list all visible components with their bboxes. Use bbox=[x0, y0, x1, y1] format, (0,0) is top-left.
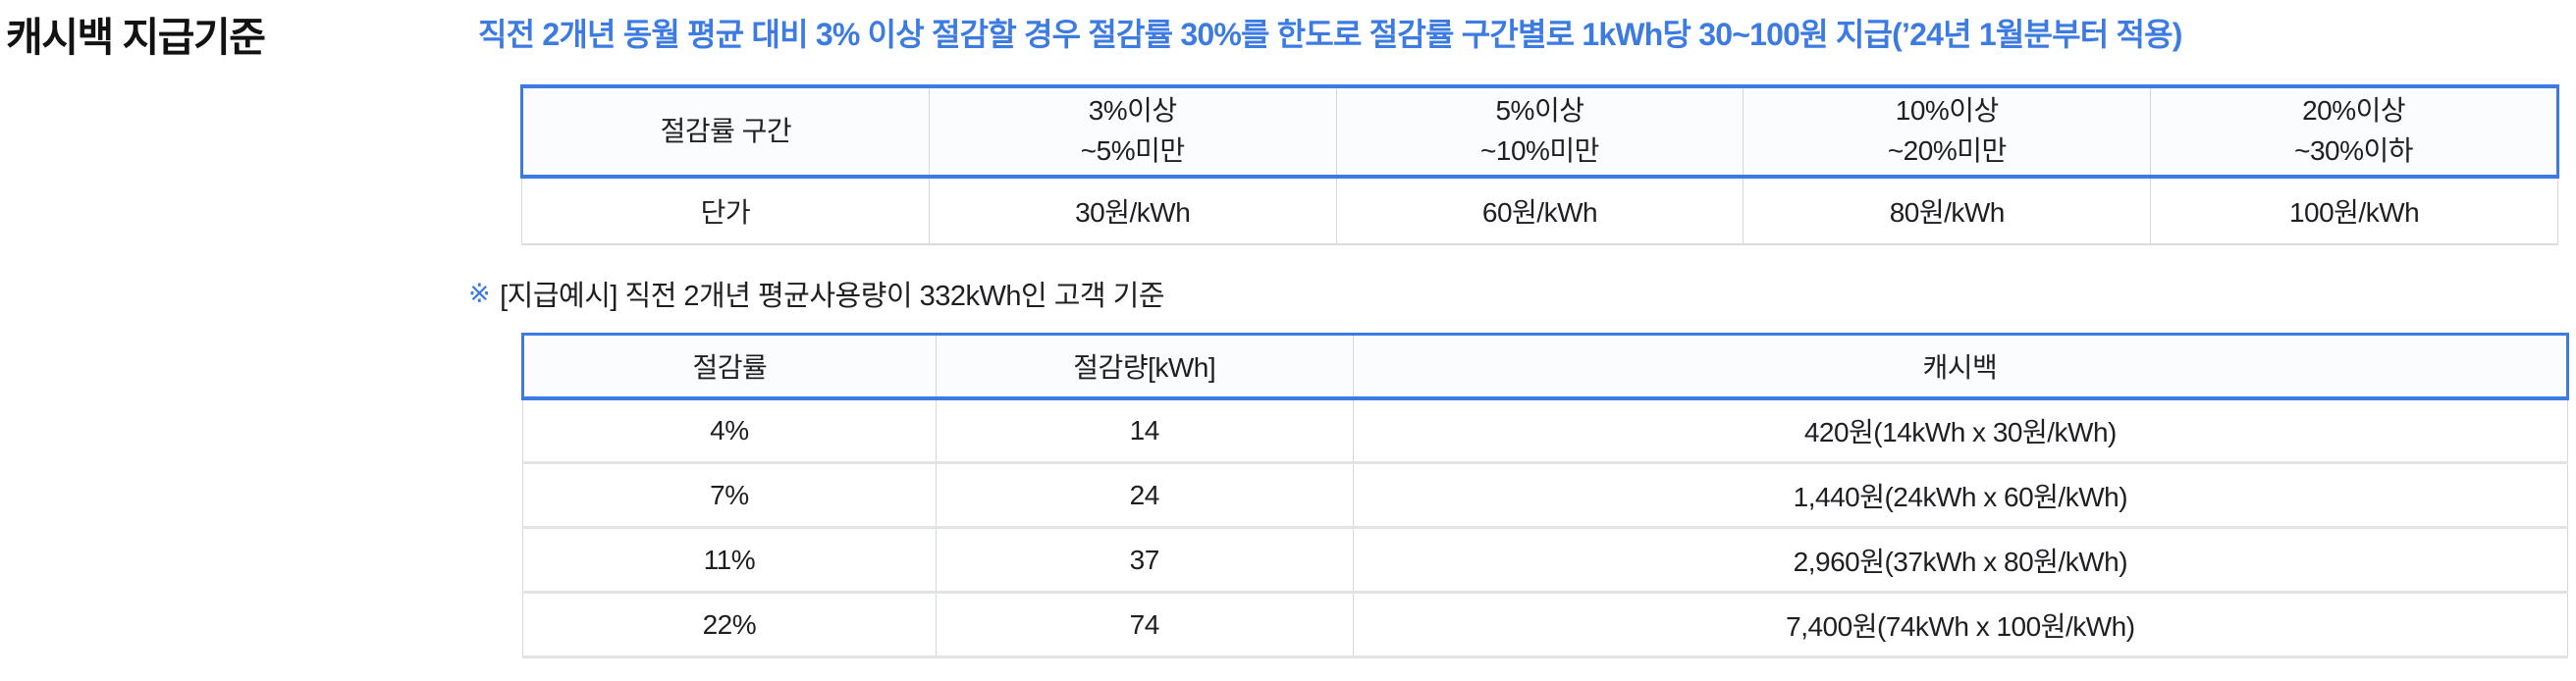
rate-table: 절감률 구간 3%이상 ~5%미만 5%이상 ~10%미만 10%이상 ~20%… bbox=[520, 84, 2559, 245]
example-row-4-rate: 22% bbox=[522, 592, 937, 658]
rate-table-header-band-2: 5%이상 ~10%미만 bbox=[1335, 84, 1744, 179]
unit-price-band-2: 60원/kWh bbox=[1335, 177, 1744, 245]
example-row-2-cashback: 1,440원(24kWh x 60원/kWh) bbox=[1352, 462, 2569, 529]
example-row-4: 22% 74 7,400원(74kWh x 100원/kWh) bbox=[522, 592, 2569, 658]
example-header-cashback: 캐시백 bbox=[1352, 333, 2570, 400]
example-row-4-amount: 74 bbox=[935, 592, 1354, 658]
page-title: 캐시백 지급기준 bbox=[6, 15, 266, 60]
rate-table-header-band-1: 3%이상 ~5%미만 bbox=[928, 84, 1337, 179]
example-row-3-cashback: 2,960원(37kWh x 80원/kWh) bbox=[1352, 527, 2569, 594]
example-row-2-amount: 24 bbox=[935, 462, 1354, 529]
example-row-3-rate: 11% bbox=[522, 527, 937, 594]
example-row-2-rate: 7% bbox=[522, 462, 937, 529]
rate-table-header: 절감률 구간 3%이상 ~5%미만 5%이상 ~10%미만 10%이상 ~20%… bbox=[520, 84, 2559, 179]
rate-table-header-band-3: 10%이상 ~20%미만 bbox=[1743, 84, 2151, 179]
example-row-3-amount: 37 bbox=[935, 527, 1354, 594]
example-row-1-rate: 4% bbox=[522, 397, 937, 464]
rate-table-header-row: 절감률 구간 3%이상 ~5%미만 5%이상 ~10%미만 10%이상 ~20%… bbox=[520, 84, 2559, 179]
unit-price-row-label: 단가 bbox=[521, 177, 930, 245]
example-header-rate: 절감률 bbox=[521, 333, 937, 400]
note-text: [지급예시] 직전 2개년 평균사용량이 332kWh인 고객 기준 bbox=[500, 281, 1165, 312]
payment-example-note: ※ [지급예시] 직전 2개년 평균사용량이 332kWh인 고객 기준 bbox=[468, 273, 1165, 314]
example-row-4-cashback: 7,400원(74kWh x 100원/kWh) bbox=[1352, 592, 2569, 658]
example-table-header-row: 절감률 절감량[kWh] 캐시백 bbox=[521, 333, 2570, 400]
example-row-2: 7% 24 1,440원(24kWh x 60원/kWh) bbox=[522, 462, 2569, 529]
example-header-amount: 절감량[kWh] bbox=[935, 333, 1354, 400]
rate-table-header-band-label: 절감률 구간 bbox=[520, 84, 930, 179]
unit-price-band-4: 100원/kWh bbox=[2150, 177, 2558, 245]
unit-price-band-1: 30원/kWh bbox=[928, 177, 1337, 245]
section-headline: 직전 2개년 동월 평균 대비 3% 이상 절감할 경우 절감률 30%를 한도… bbox=[478, 17, 2182, 52]
example-row-3: 11% 37 2,960원(37kWh x 80원/kWh) bbox=[522, 527, 2569, 594]
example-row-1: 4% 14 420원(14kWh x 30원/kWh) bbox=[522, 397, 2569, 464]
example-row-1-amount: 14 bbox=[935, 397, 1354, 464]
unit-price-band-3: 80원/kWh bbox=[1743, 177, 2151, 245]
rate-table-header-band-4: 20%이상 ~30%이하 bbox=[2150, 84, 2559, 179]
example-row-1-cashback: 420원(14kWh x 30원/kWh) bbox=[1352, 397, 2569, 464]
payment-example-table: 절감률 절감량[kWh] 캐시백 4% 14 420원(14kWh x 30원/… bbox=[521, 333, 2570, 658]
example-table-header: 절감률 절감량[kWh] 캐시백 bbox=[521, 333, 2570, 400]
note-asterisk-marker: ※ bbox=[468, 278, 491, 308]
rate-table-unit-price-row: 단가 30원/kWh 60원/kWh 80원/kWh 100원/kWh bbox=[521, 177, 2558, 245]
